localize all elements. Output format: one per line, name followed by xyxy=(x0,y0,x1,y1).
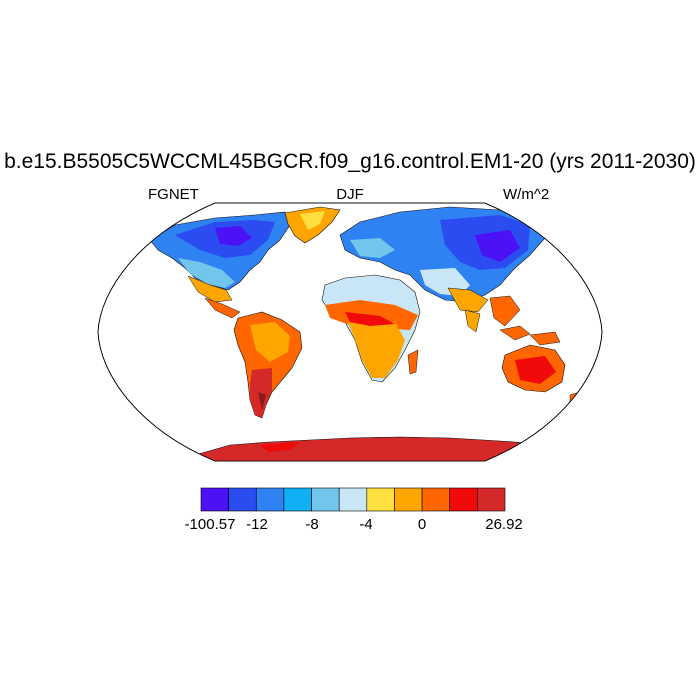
south-america xyxy=(233,311,303,419)
colorbar-swatch xyxy=(228,487,257,512)
colorbar-tick-label: -12 xyxy=(246,516,268,533)
colorbar-tick-label: -4 xyxy=(359,516,373,533)
variable-label: FGNET xyxy=(148,186,199,203)
colorbar-swatch xyxy=(421,487,451,512)
colorbar-swatch xyxy=(477,487,506,512)
colorbar-tick-label: -8 xyxy=(305,516,319,533)
colorbar-swatch xyxy=(449,487,478,512)
maritime-asia xyxy=(499,325,561,346)
colorbar-swatch xyxy=(311,487,340,512)
colorbar-swatch xyxy=(200,487,229,512)
colorbar-tick-label: -100.57 xyxy=(184,516,236,533)
antarctica xyxy=(194,436,601,461)
colorbar-swatch xyxy=(255,487,285,512)
colorbar-tick-label: 26.92 xyxy=(485,516,523,533)
colorbar-swatch xyxy=(366,487,395,512)
eurasia xyxy=(339,206,546,333)
colorbar-swatch xyxy=(283,487,312,512)
plot-title: b.e15.B5505C5WCCML45BGCR.f09_g16.control… xyxy=(4,150,696,173)
colorbar-swatch xyxy=(394,487,423,512)
africa xyxy=(321,274,421,383)
colorbar xyxy=(200,487,506,512)
units-label: W/m^2 xyxy=(503,186,550,203)
colorbar-tick-label: 0 xyxy=(417,516,427,533)
colorbar-swatch xyxy=(338,487,368,512)
season-label: DJF xyxy=(336,186,364,203)
north-america xyxy=(149,211,291,319)
